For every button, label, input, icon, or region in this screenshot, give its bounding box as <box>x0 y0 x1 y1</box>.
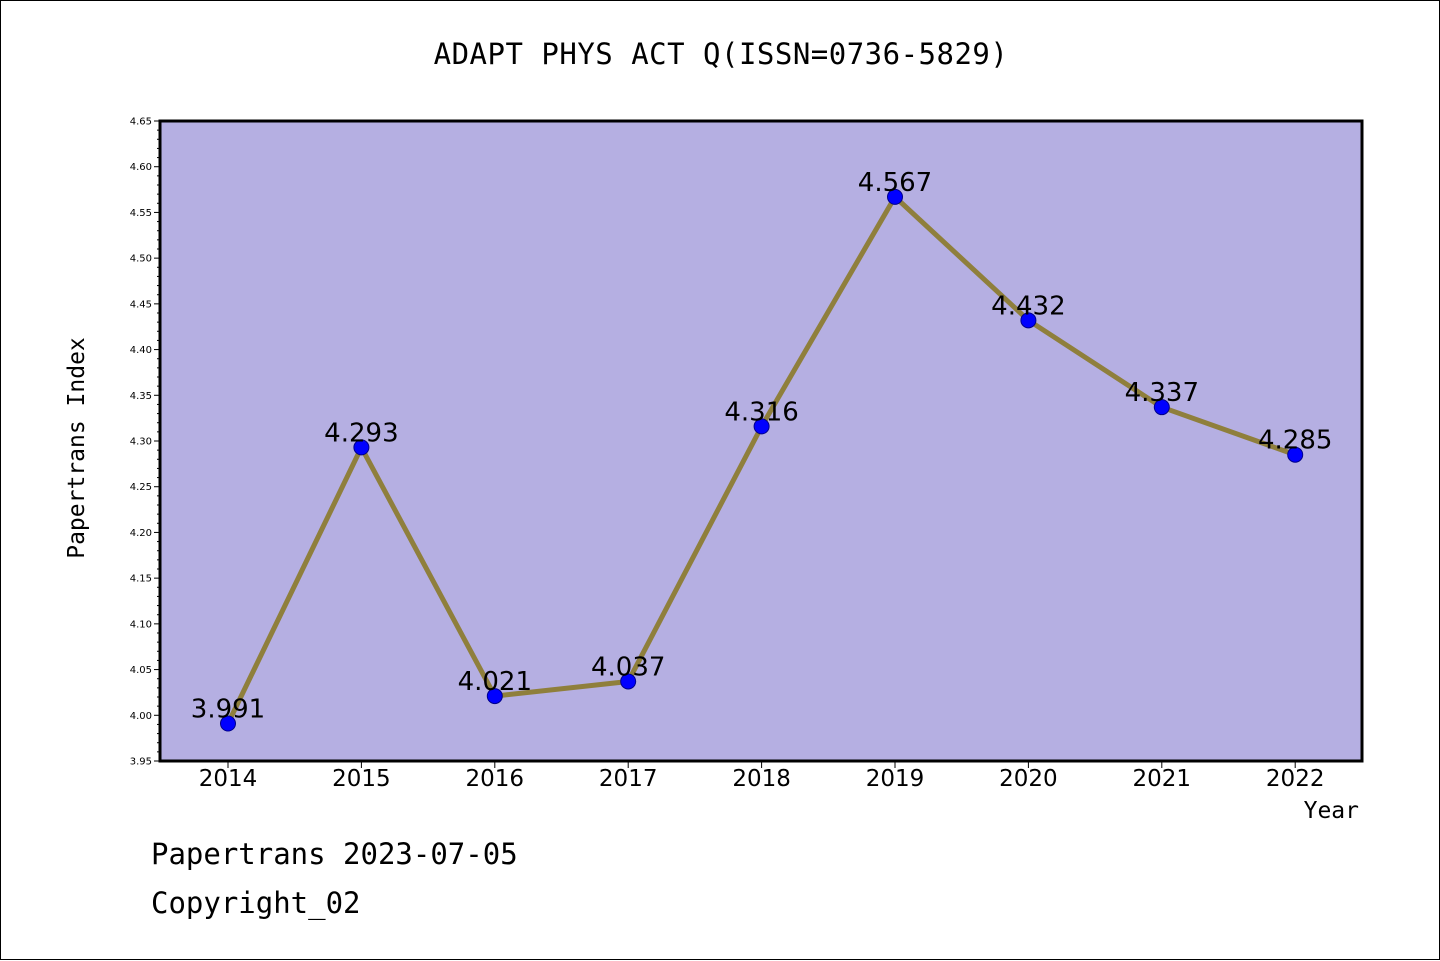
y-tick-label: 4.00 <box>130 711 152 722</box>
data-label: 4.337 <box>1125 378 1199 408</box>
y-tick-label: 4.45 <box>130 299 152 310</box>
footer-date: Papertrans 2023-07-05 <box>151 837 518 871</box>
x-tick-label: 2016 <box>466 766 525 792</box>
data-point <box>486 688 503 705</box>
y-axis-label: Papertrans Index <box>64 337 90 559</box>
data-label: 4.432 <box>991 291 1065 321</box>
x-tick-label: 2019 <box>866 766 925 792</box>
x-tick-label: 2020 <box>999 766 1058 792</box>
y-tick-label: 3.95 <box>130 757 152 768</box>
data-point <box>887 188 903 205</box>
x-tick-label: 2018 <box>732 766 791 792</box>
data-label: 4.567 <box>858 168 932 198</box>
data-point <box>1287 446 1304 463</box>
x-tick-label: 2022 <box>1266 766 1325 792</box>
data-point <box>220 715 236 732</box>
y-tick-label: 4.60 <box>130 162 152 173</box>
data-label: 4.316 <box>724 397 798 427</box>
data-point <box>753 418 770 435</box>
y-tick-label: 4.50 <box>130 254 152 265</box>
x-tick-label: 2015 <box>332 766 391 792</box>
data-label: 3.991 <box>191 695 265 725</box>
y-tick-label: 4.05 <box>130 665 152 676</box>
x-axis-ticks: 2014 2015 2016 2017 2018 2019 2020 2021 2022 <box>199 761 1325 792</box>
series-markers <box>220 188 1304 732</box>
data-label: 4.293 <box>324 418 398 448</box>
data-point <box>353 439 370 456</box>
y-tick-label: 4.10 <box>130 619 152 630</box>
x-tick-label: 2021 <box>1133 766 1192 792</box>
y-tick-label: 4.20 <box>130 528 152 539</box>
x-axis-label: Year <box>1303 798 1359 824</box>
x-tick-label: 2017 <box>599 766 658 792</box>
y-tick-label: 4.30 <box>130 437 152 448</box>
data-label: 4.037 <box>591 652 665 682</box>
data-point <box>1020 312 1037 329</box>
data-label: 4.285 <box>1258 426 1332 456</box>
y-tick-label: 4.65 <box>130 117 152 128</box>
y-tick-label: 4.15 <box>130 574 152 585</box>
y-axis-ticks: 3.95 4.00 4.05 4.10 4.15 4.20 4.25 4.30 4.35 4.40… <box>130 117 160 768</box>
y-tick-label: 4.40 <box>130 345 152 356</box>
y-tick-label: 4.35 <box>130 391 152 402</box>
plot-frame <box>158 119 1364 763</box>
x-tick-label: 2014 <box>199 766 258 792</box>
chart-title: ADAPT PHYS ACT Q(ISSN=0736-5829) <box>433 37 1009 71</box>
y-tick-label: 4.55 <box>130 208 152 219</box>
data-label: 4.021 <box>458 667 532 697</box>
y-tick-label: 4.25 <box>130 482 152 493</box>
data-labels: 3.991 4.293 4.021 4.037 4.316 4.567 4.432 4.337… <box>191 168 1333 725</box>
data-point <box>1153 399 1170 416</box>
footer-copyright: Copyright_02 <box>151 886 361 920</box>
data-point <box>620 673 637 690</box>
